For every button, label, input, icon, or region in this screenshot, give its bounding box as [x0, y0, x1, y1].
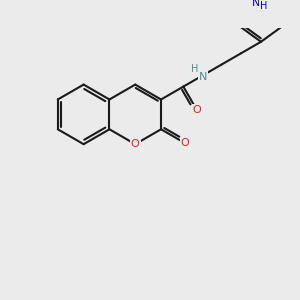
Text: N: N: [198, 72, 207, 82]
Text: H: H: [260, 1, 268, 11]
Text: O: O: [193, 105, 201, 115]
Text: N: N: [252, 0, 260, 8]
Text: O: O: [131, 139, 140, 149]
Text: O: O: [181, 138, 189, 148]
Text: H: H: [191, 64, 199, 74]
